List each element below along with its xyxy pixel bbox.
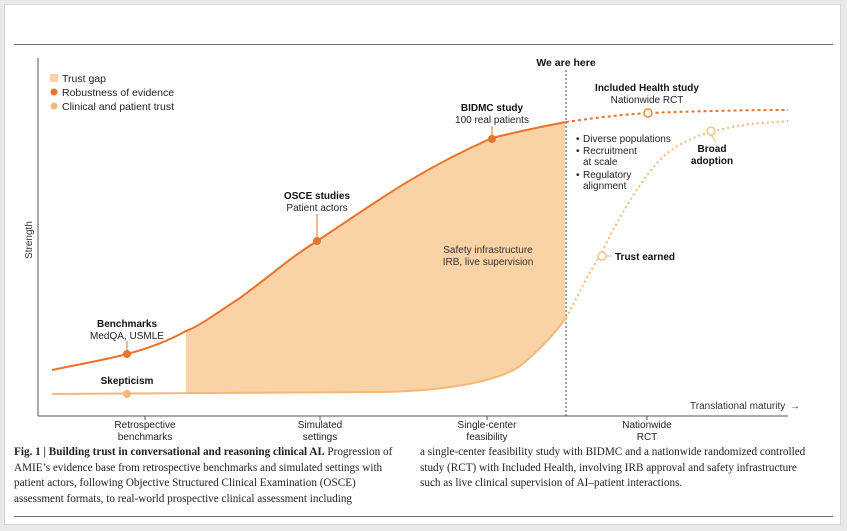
stage-4-line1: Nationwide: [622, 420, 672, 431]
stage-1-line2: benchmarks: [118, 432, 172, 443]
osce-title: OSCE studies: [284, 191, 351, 202]
stage-1-line1: Retrospective: [114, 420, 176, 431]
legend-swatch-trust-gap: [50, 74, 58, 82]
top-rule: [14, 44, 833, 45]
bullet-1-dot: •: [576, 134, 580, 145]
bullet-2-line2: at scale: [583, 157, 618, 168]
bullet-3-dot: •: [576, 170, 580, 181]
bullet-3-line1: Regulatory: [583, 170, 631, 181]
stage-2-line2: settings: [303, 432, 337, 443]
bidmc-title: BIDMC study: [461, 103, 524, 114]
included-health-title: Included Health study: [595, 83, 699, 94]
bidmc-sub: 100 real patients: [455, 115, 529, 126]
trust-earned-marker: [597, 251, 607, 261]
broad-adoption-leader: [710, 134, 717, 143]
benchmarks-marker: [123, 350, 131, 358]
skepticism-label: Skepticism: [101, 376, 154, 387]
stage-3-line1: Single-center: [458, 420, 518, 431]
included-health-sub: Nationwide RCT: [611, 95, 684, 106]
caption-right: a single-center feasibility study with B…: [420, 446, 806, 489]
legend-label-trust-gap: Trust gap: [62, 73, 106, 85]
osce-sub: Patient actors: [286, 203, 347, 214]
y-axis-label: Strength: [24, 221, 35, 259]
bullet-1-line1: Diverse populations: [583, 134, 671, 145]
stage-2-line1: Simulated: [298, 420, 342, 431]
caption-left: Fig. 1 | Building trust in conversationa…: [14, 445, 407, 507]
bottom-rule: [14, 516, 833, 517]
x-axis-label: Translational maturity: [690, 401, 785, 412]
we-are-here-label: We are here: [536, 57, 595, 69]
broad-adoption-line2: adoption: [691, 156, 733, 167]
trust-earned-label: Trust earned: [615, 252, 675, 263]
stage-3-line2: feasibility: [466, 432, 507, 443]
x-axis-arrow: →: [790, 401, 800, 412]
bullet-3-line2: alignment: [583, 181, 627, 192]
legend-swatch-trust: [50, 102, 58, 110]
caption-left-text: Progression of AMIE’s evidence base from…: [14, 446, 393, 505]
osce-marker: [313, 237, 321, 245]
evidence-curve-dotted: [565, 109, 789, 123]
legend-label-trust: Clinical and patient trust: [62, 101, 174, 113]
included-health-marker: [643, 108, 653, 118]
benchmarks-sub: MedQA, USMLE: [90, 331, 164, 342]
safety-line2: IRB, live supervision: [443, 257, 534, 268]
legend-swatch-evidence: [50, 88, 58, 96]
bullet-2-dot: •: [576, 146, 580, 157]
stage-4-line2: RCT: [637, 432, 658, 443]
bullet-2-line1: Recruitment: [583, 146, 637, 157]
bidmc-marker: [488, 135, 496, 143]
trust-gap-area: [186, 122, 565, 393]
skepticism-marker: [123, 390, 131, 398]
benchmarks-title: Benchmarks: [97, 319, 157, 330]
caption-fig-label: Fig. 1 | Building trust in conversationa…: [14, 446, 325, 458]
trust-curve-solid: [51, 317, 567, 395]
broad-adoption-line1: Broad: [698, 144, 727, 155]
broad-adoption-marker: [706, 126, 716, 136]
legend-label-evidence: Robustness of evidence: [62, 87, 174, 99]
safety-line1: Safety infrastructure: [443, 245, 533, 256]
